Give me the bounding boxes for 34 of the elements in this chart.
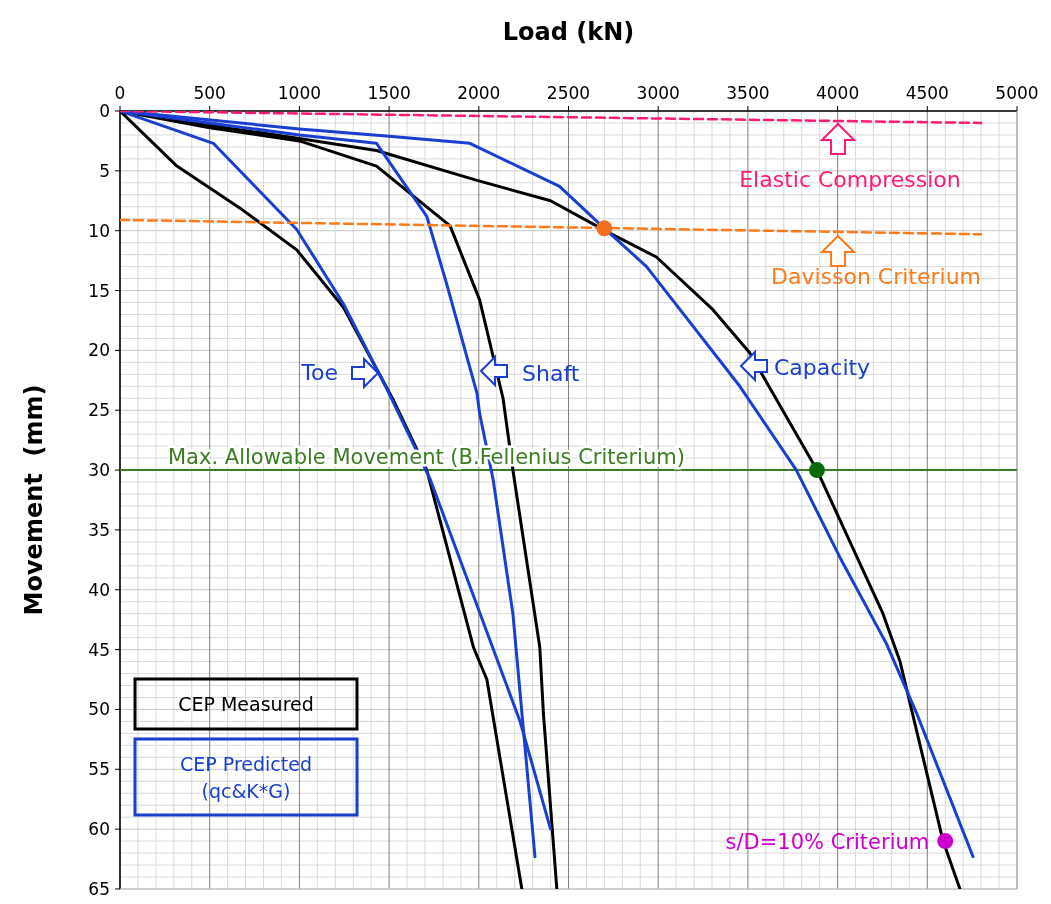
x-tick-label: 5000 [995, 83, 1039, 103]
annotation: Elastic Compression [739, 167, 961, 192]
annotation: Davisson Criterium [770, 264, 982, 289]
y-tick-label: 60 [88, 819, 110, 840]
x-tick-label: 500 [193, 83, 226, 103]
y-tick-label: 25 [88, 400, 110, 421]
annotation: Capacity [774, 355, 871, 380]
y-tick-label: 55 [88, 759, 110, 780]
x-tick-label: 1000 [277, 83, 322, 103]
x-tick-label: 3000 [636, 83, 680, 103]
y-tick-label: 0 [99, 101, 110, 121]
x-tick-label: 4000 [815, 83, 860, 103]
x-tick-label: 2000 [457, 83, 501, 103]
y-tick-label: 30 [88, 460, 110, 481]
x-axis-title: Load (kN) [502, 18, 635, 46]
text: CEP Predicted (qc&K*G) [180, 753, 312, 802]
y-tick-label: 40 [88, 579, 110, 600]
y-tick-label: 50 [88, 699, 110, 720]
series-label: s/D=10% Criterium [725, 830, 930, 855]
x-tick-label: 1500 [367, 83, 411, 103]
x-tick-label: 3500 [726, 83, 770, 103]
x-tick-label: 4500 [905, 83, 949, 103]
y-axis-title: Movement (mm) [20, 384, 48, 616]
y-tick-label: 15 [88, 280, 110, 301]
x-tick-label: 0 [114, 83, 126, 103]
y-tick-label: 65 [88, 879, 110, 899]
text: CEP Measured [178, 693, 314, 715]
y-tick-label: 35 [88, 519, 110, 540]
annotation: Toe [300, 360, 338, 385]
x-tick-label: 2500 [546, 83, 591, 103]
y-tick-label: 45 [88, 639, 110, 660]
y-tick-label: 5 [99, 160, 110, 181]
y-tick-label: 20 [88, 340, 110, 361]
y-tick-label: 10 [88, 220, 110, 241]
